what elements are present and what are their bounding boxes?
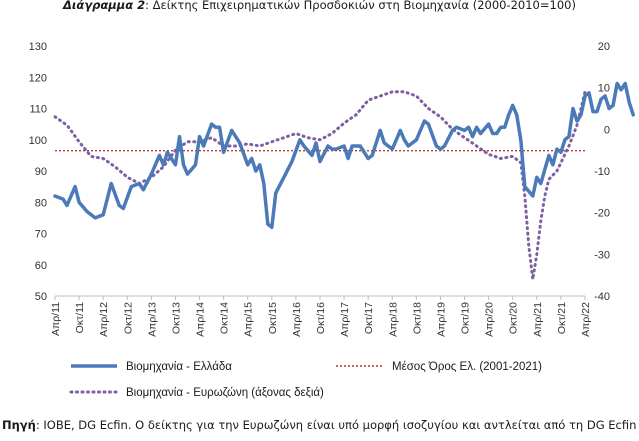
y-right-tick-label: -10 [594,166,610,178]
greece-series-line [53,81,635,230]
y-right-tick-label: -20 [594,208,610,220]
y-right-tick-label: -40 [594,291,610,303]
source-text: : ΙΟΒΕ, DG Ecfin. Ο δείκτης για την Ευρω… [35,418,637,432]
legend-label-average: Μέσος Όρος Ελ. (2001-2021) [392,361,542,373]
y-right-tick-label: 10 [598,83,610,95]
source-note: Πηγή: ΙΟΒΕ, DG Ecfin. Ο δείκτης για την … [2,418,639,432]
y-left-tick-label: 80 [35,197,47,209]
x-tick-label: Οκτ/13 [170,302,182,334]
legend-label-eurozone: Βιομηχανία - Ευρωζώνη (άξονας δεξιά) [126,387,324,399]
x-tick-label: Απρ/21 [532,302,544,337]
x-tick-label: Απρ/20 [484,302,496,337]
x-tick-label: Απρ/12 [98,302,110,337]
x-tick-label: Απρ/17 [339,302,351,337]
x-tick-label: Οκτ/12 [122,302,134,334]
x-axis-labels: Απρ/11 Οκτ/11 Απρ/12 Οκτ/12 Απρ/13 Οκτ/13 Απρ/… [50,302,592,337]
y-left-tick-label: 130 [29,41,47,53]
legend: Βιομηχανία - Ελλάδα Μέσος Όρος Ελ. (2001… [69,361,542,399]
axis-layer [54,295,586,300]
y-left-tick-label: 90 [35,166,47,178]
x-tick-label: Οκτ/17 [363,302,375,334]
y-right-tick-label: 20 [598,41,610,53]
x-tick-label: Οκτ/20 [508,302,520,334]
y-left-tick-label: 110 [29,104,47,116]
x-tick-label: Απρ/19 [435,302,447,337]
x-tick-label: Απρ/13 [146,302,158,337]
x-tick-label: Απρ/18 [387,302,399,337]
y-left-tick-label: 120 [29,72,47,84]
x-tick-label: Απρ/22 [580,302,592,337]
x-tick-label: Οκτ/14 [219,302,231,334]
x-tick-label: Οκτ/11 [74,302,86,334]
right-y-axis-labels: -40 -30 -20 -10 0 10 20 [594,41,610,303]
x-tick-label: Οκτ/18 [411,302,423,334]
x-tick-label: Οκτ/19 [460,302,472,334]
y-left-tick-label: 70 [35,229,47,241]
line-chart: 50 60 70 80 90 100 110 120 130 -40 -30 -20 -10 0 10 20… [29,41,635,399]
y-right-tick-label: -30 [594,249,610,261]
series-layer [53,81,635,281]
y-left-tick-label: 100 [29,135,47,147]
chart-title: Διάγραμμα 2: Δείκτης Επιχειρηματικών Προ… [0,0,639,14]
source-label: Πηγή [2,418,36,432]
x-tick-label: Απρ/16 [291,302,303,337]
y-left-tick-label: 60 [35,260,47,272]
legend-label-greece: Βιομηχανία - Ελλάδα [126,361,232,373]
chart-title-text: : Δείκτης Επιχειρηματικών Προσδοκιών στη… [145,0,576,12]
left-y-axis-labels: 50 60 70 80 90 100 110 120 130 [29,41,47,303]
y-right-tick-label: 0 [604,124,610,136]
x-tick-label: Απρ/15 [243,302,255,337]
x-tick-label: Οκτ/15 [267,302,279,334]
eurozone-series-line [53,90,587,281]
x-tick-label: Απρ/14 [195,302,207,337]
x-tick-label: Οκτ/16 [315,302,327,334]
x-tick-label: Απρ/11 [50,302,62,336]
x-tick-label: Οκτ/21 [556,302,568,334]
y-left-tick-label: 50 [35,291,47,303]
chart-title-prefix: Διάγραμμα 2 [63,0,146,12]
